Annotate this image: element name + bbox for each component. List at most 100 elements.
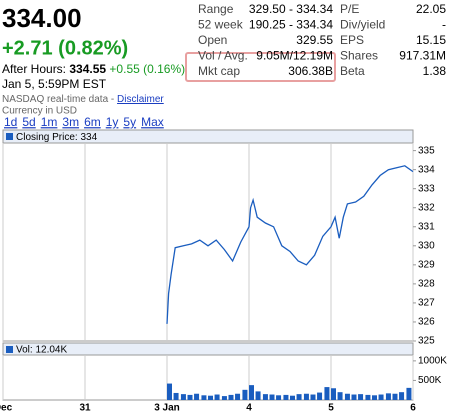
range-link[interactable]: 1m	[41, 115, 58, 129]
stat-value: -	[442, 18, 446, 32]
stat-label: P/E	[340, 2, 359, 16]
y-tick-label: 329	[418, 259, 435, 270]
volume-bar	[180, 394, 186, 400]
range-link[interactable]: 5d	[22, 115, 35, 129]
highlight-box	[185, 52, 336, 82]
change: +2.71 (0.82%)	[2, 37, 128, 59]
legend: Closing Price: 334	[16, 132, 98, 143]
volume-bar	[235, 393, 241, 400]
stats-table: Range 329.50 - 334.34 P/E 22.05 52 week 190.2…	[198, 2, 446, 78]
price-line	[166, 165, 414, 324]
stat-label: Mkt cap	[198, 64, 240, 78]
source: NASDAQ real-time data - Disclaimer	[2, 94, 164, 105]
volume-bar	[331, 388, 336, 400]
panel-header	[2, 342, 414, 356]
volume-bar	[242, 389, 248, 400]
volume-bar	[406, 387, 412, 400]
volume-bar	[194, 393, 200, 400]
legend: Vol: 12.04K	[16, 345, 67, 356]
y-tick-label: 325	[418, 336, 435, 347]
legend-swatch	[6, 133, 13, 140]
x-tick-label: 5	[328, 403, 334, 414]
timestamp: Jan 5, 5:59PM EST	[2, 77, 107, 91]
x-tick-label: 4	[246, 403, 252, 414]
after-hours-price: 334.55	[69, 62, 106, 76]
volume-bar	[337, 392, 343, 400]
volume-bar	[385, 393, 391, 400]
after-hours-label: After Hours:	[2, 62, 66, 76]
volume-bar	[214, 394, 220, 400]
volume-bar	[317, 392, 323, 400]
volume-bar	[372, 395, 377, 400]
after-hours: After Hours: 334.55 +0.55 (0.16%)	[2, 62, 185, 76]
stat-value: 329.50 - 334.34	[249, 2, 333, 16]
y-tick-label: 335	[418, 145, 435, 156]
stat-label: Div/yield	[340, 18, 385, 32]
volume-bar	[208, 395, 213, 400]
volume-bar	[324, 387, 330, 400]
volume-bar	[173, 392, 179, 400]
volume-bar	[378, 394, 384, 400]
x-tick-label: Dec	[0, 403, 13, 414]
volume-bar	[269, 394, 275, 400]
range-link[interactable]: 3m	[62, 115, 79, 129]
volume-bar	[283, 394, 289, 400]
x-tick-label: 3 Jan	[154, 403, 180, 414]
y-tick-label: 326	[418, 317, 435, 328]
stat-value: 22.05	[416, 2, 446, 16]
y-tick-label: 331	[418, 221, 435, 232]
volume-bar	[187, 394, 193, 400]
y-tick-label: 334	[418, 164, 435, 175]
stat-label: Shares	[340, 49, 378, 63]
volume-bar	[310, 394, 316, 400]
volume-bar	[262, 394, 268, 400]
stat-label: Open	[198, 33, 227, 47]
stat-label: Range	[198, 2, 234, 16]
x-tick-label: 31	[79, 403, 91, 414]
volume-bar	[392, 393, 398, 400]
stat-value: 329.55	[296, 33, 333, 47]
y-tick-label: 330	[418, 240, 435, 251]
volume-bar	[303, 393, 309, 400]
panel	[2, 129, 414, 342]
y-tick-label: 500K	[418, 375, 442, 386]
stat-value: 917.31M	[399, 49, 446, 63]
range-link[interactable]: 1y	[106, 115, 119, 129]
volume-bar	[399, 392, 405, 400]
panel-header	[2, 129, 414, 144]
stat-value: 9.05M/12.19M	[256, 49, 333, 63]
range-link[interactable]: 5y	[123, 115, 136, 129]
range-link[interactable]: Max	[141, 115, 164, 129]
legend-swatch	[6, 346, 13, 353]
volume-bar	[290, 395, 295, 400]
y-tick-label: 332	[418, 202, 435, 213]
volume-bar	[358, 394, 364, 400]
volume-bar	[255, 391, 261, 400]
stat-label: Vol / Avg.	[198, 49, 248, 63]
stat-label: EPS	[340, 33, 364, 47]
x-tick-label: 6	[410, 403, 416, 414]
currency: Currency in USD	[2, 106, 77, 117]
volume-bar	[365, 394, 371, 400]
source-text: NASDAQ real-time data -	[2, 94, 114, 105]
stat-value: 1.38	[423, 64, 447, 78]
stat-value: 306.38B	[288, 64, 333, 78]
volume-bar	[201, 395, 207, 400]
after-hours-change: +0.55 (0.16%)	[109, 62, 185, 76]
y-tick-label: 328	[418, 279, 435, 290]
stat-value: 15.15	[416, 33, 446, 47]
stat-value: 190.25 - 334.34	[249, 18, 333, 32]
disclaimer-link[interactable]: Disclaimer	[117, 94, 164, 105]
y-tick-label: 333	[418, 183, 435, 194]
stat-label: Beta	[340, 64, 365, 78]
volume-bar	[296, 394, 302, 400]
range-link[interactable]: 6m	[84, 115, 101, 129]
stat-label: 52 week	[198, 18, 244, 32]
range-link[interactable]: 1d	[4, 115, 17, 129]
volume-bar	[221, 396, 227, 400]
volume-bar	[276, 395, 282, 400]
volume-bar	[344, 393, 350, 400]
y-tick-label: 327	[418, 298, 435, 309]
volume-bar	[167, 383, 172, 400]
